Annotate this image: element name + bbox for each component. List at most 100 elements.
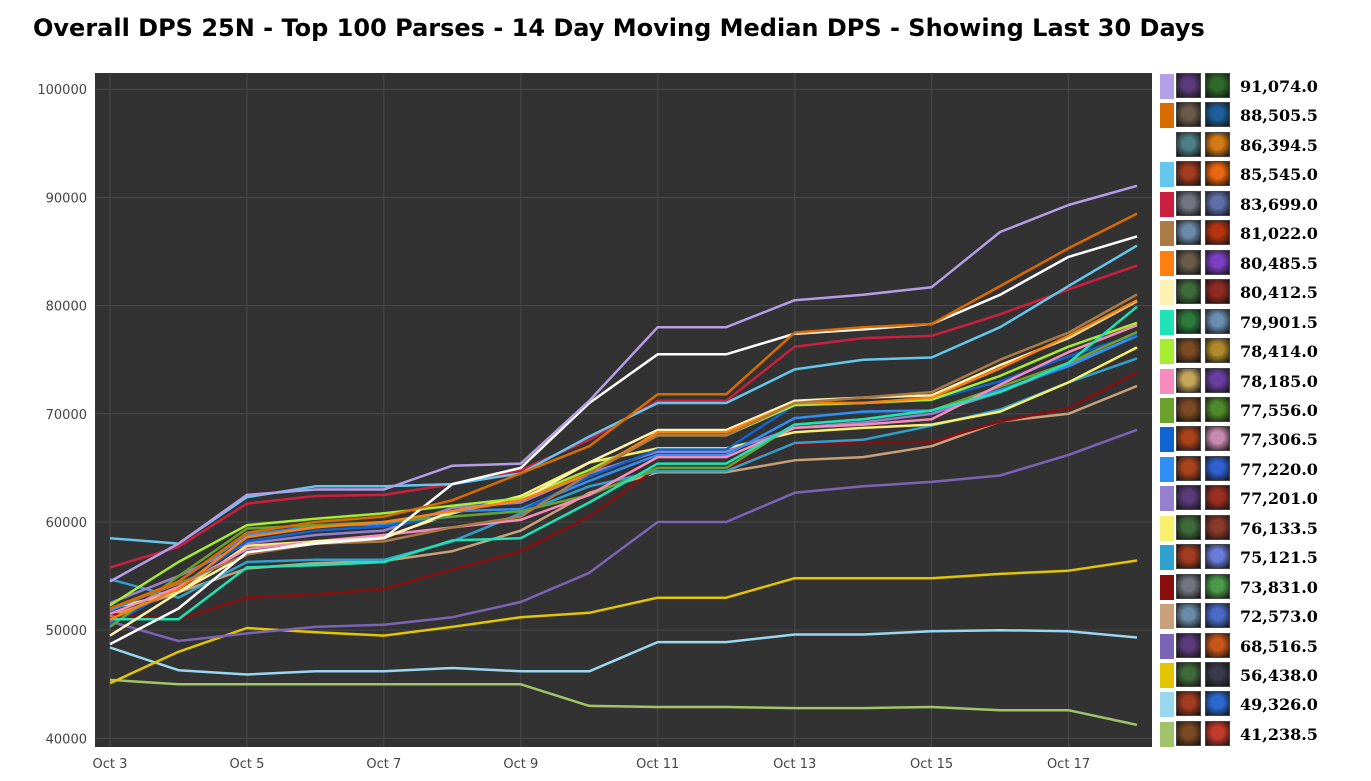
chart-title: Overall DPS 25N - Top 100 Parses - 14 Da… — [33, 14, 1205, 42]
legend-value: 73,831.0 — [1240, 577, 1318, 597]
legend-entry[interactable]: 80,485.5 — [1158, 249, 1370, 278]
spec-icon-dagger-green — [1176, 662, 1201, 687]
spec-icon-sword — [1176, 603, 1201, 629]
y-tick-label: 50000 — [46, 624, 87, 639]
legend-entry[interactable]: 56,438.0 — [1158, 661, 1370, 690]
legend-entry[interactable]: 86,394.5 — [1158, 131, 1370, 160]
spec-icon-fireball — [1205, 161, 1230, 187]
series-line-9 — [110, 305, 1138, 621]
spec-icon-frost-skull — [1205, 308, 1230, 334]
y-axis: 40000 50000 60000 70000 80000 90000 100000 — [37, 83, 87, 747]
legend-swatch — [1160, 162, 1174, 188]
y-tick-label: 80000 — [46, 300, 87, 315]
spec-icon-arcane-burst — [1205, 249, 1230, 275]
legend-swatch — [1160, 486, 1174, 512]
legend-entry[interactable]: 76,133.5 — [1158, 514, 1370, 543]
legend-entry[interactable]: 77,306.5 — [1158, 425, 1370, 454]
legend-entry[interactable]: 83,699.0 — [1158, 190, 1370, 219]
legend-entry[interactable]: 88,505.5 — [1158, 101, 1370, 130]
x-tick-label: Oct 9 — [503, 757, 538, 772]
spec-icon-nature-shadow — [1205, 73, 1230, 98]
spec-icon-priest-holy — [1205, 426, 1230, 452]
y-tick-label: 90000 — [46, 191, 87, 206]
spec-icon-frost-bolt — [1205, 544, 1230, 570]
legend-value: 76,133.5 — [1240, 518, 1318, 538]
legend-swatch — [1160, 191, 1174, 217]
legend-value: 75,121.5 — [1240, 548, 1318, 568]
legend-value: 68,516.5 — [1240, 636, 1318, 656]
legend-entry[interactable]: 49,326.0 — [1158, 690, 1370, 719]
x-tick-label: Oct 11 — [636, 757, 679, 772]
legend-entry[interactable]: 41,238.5 — [1158, 720, 1370, 749]
spec-icon-unholy-green — [1205, 573, 1230, 599]
spec-icon-shadow-purple — [1205, 367, 1230, 393]
spec-icon-water-wave — [1205, 691, 1230, 717]
legend-value: 83,699.0 — [1240, 194, 1318, 214]
legend-value: 78,414.0 — [1240, 342, 1318, 362]
spec-icon-nature-green — [1176, 308, 1201, 334]
legend-entry[interactable]: 77,201.0 — [1158, 484, 1370, 513]
x-tick-label: Oct 13 — [773, 757, 816, 772]
spec-icon-blade-fire — [1176, 544, 1201, 570]
x-tick-label: Oct 7 — [366, 757, 401, 772]
legend-entry[interactable]: 77,220.0 — [1158, 455, 1370, 484]
legend-swatch — [1160, 456, 1174, 482]
legend-swatch — [1160, 368, 1174, 394]
spec-icon-rogue-red — [1205, 514, 1230, 540]
legend-value: 77,306.5 — [1240, 430, 1318, 450]
legend-entry[interactable]: 72,573.0 — [1158, 602, 1370, 631]
legend-swatch — [1160, 103, 1174, 129]
series-lines — [109, 184, 1138, 727]
legend-swatch — [1160, 515, 1174, 541]
legend-entry[interactable]: 81,022.0 — [1158, 219, 1370, 248]
legend-value: 72,573.0 — [1240, 607, 1318, 627]
spec-icon-ghost-blue — [1205, 190, 1230, 216]
legend-value: 88,505.5 — [1240, 106, 1318, 126]
line-chart: 40000 50000 60000 70000 80000 90000 100000 Oct… — [37, 73, 1152, 772]
legend-entry[interactable]: 78,185.0 — [1158, 367, 1370, 396]
series-line-7 — [109, 299, 1138, 621]
series-line-20 — [109, 428, 1138, 643]
legend-swatch — [1160, 397, 1174, 423]
spec-icon-druid-feral — [1176, 102, 1201, 128]
legend-value: 81,022.0 — [1240, 224, 1318, 244]
spec-icon-dagger-green — [1176, 514, 1201, 540]
legend-swatch — [1160, 280, 1174, 306]
legend-swatch — [1160, 574, 1174, 600]
legend-entry[interactable]: 80,412.5 — [1158, 278, 1370, 307]
series-line-1 — [109, 184, 1138, 583]
legend-entry[interactable]: 85,545.0 — [1158, 160, 1370, 189]
legend-value: 77,201.0 — [1240, 489, 1318, 509]
legend-value: 78,185.0 — [1240, 371, 1318, 391]
spec-icon-helmet — [1176, 573, 1201, 599]
spec-icon-bow — [1176, 338, 1201, 364]
y-tick-label: 100000 — [37, 83, 87, 98]
legend-value: 56,438.0 — [1240, 666, 1318, 685]
legend-swatch — [1160, 604, 1174, 630]
legend-swatch — [1160, 339, 1174, 365]
spec-icon-flame-red — [1205, 220, 1230, 246]
legend-swatch — [1160, 721, 1174, 747]
series-line-23 — [109, 678, 1138, 727]
legend-entry[interactable]: 73,831.0 — [1158, 573, 1370, 602]
legend-entry[interactable]: 78,414.0 — [1158, 337, 1370, 366]
legend-swatch — [1160, 221, 1174, 247]
spec-icon-nature-claw — [1205, 396, 1230, 422]
y-tick-label: 40000 — [46, 732, 87, 747]
legend-value: 41,238.5 — [1240, 724, 1318, 744]
legend-entry[interactable]: 79,901.5 — [1158, 308, 1370, 337]
legend-value: 80,485.5 — [1240, 253, 1318, 273]
legend-swatch — [1160, 633, 1174, 659]
legend-swatch — [1160, 250, 1174, 276]
legend-value: 80,412.5 — [1240, 283, 1318, 303]
x-tick-label: Oct 5 — [229, 757, 264, 772]
legend-entry[interactable]: 75,121.5 — [1158, 543, 1370, 572]
x-tick-label: Oct 15 — [910, 757, 953, 772]
spec-icon-blood-red — [1205, 720, 1230, 746]
legend-entry[interactable]: 91,074.0 — [1158, 72, 1370, 101]
legend-entry[interactable]: 68,516.5 — [1158, 632, 1370, 661]
legend-value: 77,220.0 — [1240, 459, 1318, 479]
legend-entry[interactable]: 77,556.0 — [1158, 396, 1370, 425]
spec-icon-sword — [1176, 220, 1201, 246]
spec-icon-gear-engineer — [1176, 131, 1201, 157]
